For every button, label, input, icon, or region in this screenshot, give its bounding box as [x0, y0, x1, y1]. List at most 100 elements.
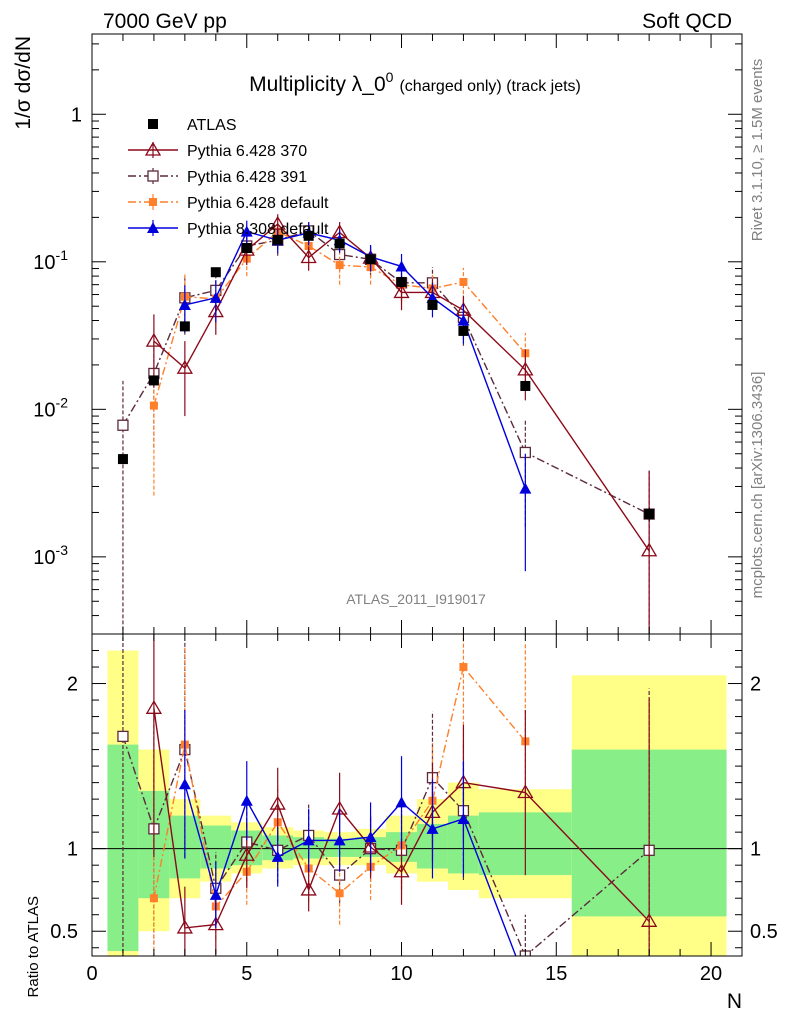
legend-item-pydef: Pythia 6.428 default — [128, 194, 329, 212]
legend-marker-pydef — [149, 198, 157, 206]
x-tick-label: 20 — [700, 963, 722, 985]
top-atlas-point — [644, 509, 655, 520]
top-atlas-point — [210, 267, 221, 278]
top-atlas-point — [427, 299, 438, 310]
ratio-py391-point — [117, 730, 129, 743]
legend-label-pydef: Pythia 6.428 default — [187, 195, 329, 212]
ratio-py370-point — [517, 784, 534, 799]
bottom-frame — [91, 633, 743, 957]
ratio-pydef-point — [149, 894, 158, 903]
top-atlas-point — [179, 321, 190, 332]
top-pydef-point — [149, 401, 158, 410]
legend-marker-py370 — [144, 141, 162, 156]
top-atlas-point — [334, 238, 345, 249]
ratio-py8-series — [178, 709, 531, 986]
header-right-label: Soft QCD — [642, 10, 732, 33]
top-py370-point — [517, 361, 534, 376]
ratio-pydef-point — [459, 663, 468, 672]
rivet-version-label: Rivet 3.1.10, ≥ 1.5M events — [749, 59, 766, 242]
top-py391-line — [122, 230, 650, 515]
x-tick-label: 5 — [241, 963, 252, 985]
legend: ATLAS Pythia 6.428 370 Pythia 6.428 391 Pyt… — [128, 117, 329, 238]
ratio-py370-point — [238, 846, 255, 861]
legend-item-py370: Pythia 6.428 370 — [128, 141, 307, 160]
top-py391-point — [117, 419, 129, 431]
ratio-py370-point — [145, 700, 163, 714]
bottom-panel: 0.5 0.51 12 20 5 10 15 20 — [50, 633, 778, 986]
bottom-ylabel: Ratio to ATLAS — [25, 896, 42, 997]
analysis-watermark: ATLAS_2011_I919017 — [346, 591, 486, 607]
top-atlas-point — [148, 375, 159, 386]
top-atlas-point — [365, 254, 376, 265]
top-py370-point — [641, 542, 658, 557]
top-py391-series — [117, 220, 655, 634]
ratio-py8-point — [209, 888, 222, 900]
bottom-y-tick-label-right: 0.5 — [750, 921, 778, 943]
legend-label-py370: Pythia 6.428 370 — [187, 143, 307, 160]
x-tick-label: 10 — [390, 963, 412, 985]
x-tick-label: 15 — [545, 963, 567, 985]
bottom-y-tick-label: 2 — [67, 674, 78, 696]
ratio-py370-point — [393, 863, 410, 878]
ratio-py8-point — [333, 834, 346, 846]
mcplots-label: mcplots.cern.ch [arXiv:1306.3436] — [749, 372, 766, 599]
bottom-y-tick-label: 0.5 — [50, 921, 78, 943]
top-py8-point — [457, 314, 470, 326]
top-py8-series — [178, 220, 532, 572]
top-y-tick-label: 10-1 — [33, 247, 68, 274]
ratio-py8-point — [178, 778, 191, 790]
top-py8-point — [178, 298, 191, 310]
chart-title-suffix: (charged only) (track jets) — [399, 78, 580, 95]
ratio-py391-line — [122, 736, 650, 956]
ratio-py8-point — [519, 975, 531, 986]
top-atlas-point — [117, 454, 128, 465]
legend-item-atlas: ATLAS — [148, 117, 237, 134]
chart-title: Multiplicity λ_00 (charged only) (track j… — [249, 69, 581, 96]
x-tick-label: 0 — [86, 963, 97, 985]
x-axis-label: N — [727, 990, 742, 1013]
ratio-py8-point — [240, 794, 253, 806]
legend-label-atlas: ATLAS — [187, 117, 237, 134]
top-pydef-point — [335, 261, 344, 270]
bottom-y-tick-label: 1 — [67, 839, 78, 861]
ratio-pydef-line — [153, 665, 526, 909]
top-py370-point — [269, 215, 286, 230]
top-atlas-point — [396, 276, 407, 287]
top-py370-point — [145, 332, 163, 347]
ratio-py8-point — [426, 822, 439, 834]
ratio-py370-point — [207, 916, 224, 931]
legend-item-py8: Pythia 8.308 default — [128, 220, 329, 238]
legend-marker-py8 — [147, 222, 159, 233]
top-panel: 10-3 10-2 10-1 1 — [33, 33, 743, 635]
top-y-tick-label: 10-3 — [33, 542, 68, 569]
top-py8-point — [395, 260, 408, 272]
top-py8-point — [209, 291, 222, 303]
legend-marker-py391 — [147, 170, 159, 182]
chart-title-sup: 0 — [386, 69, 394, 85]
ratio-py8-point — [302, 834, 315, 846]
ratio-py370-point — [269, 795, 286, 810]
top-atlas-point — [272, 234, 283, 245]
ratio-py8-point — [271, 850, 284, 862]
legend-label-py391: Pythia 6.428 391 — [187, 169, 307, 186]
top-atlas-point — [303, 230, 314, 241]
bottom-y-tick-label-right: 1 — [750, 839, 761, 861]
top-y-tick-label: 10-2 — [33, 394, 68, 421]
chart-title-main: Multiplicity λ_0 — [249, 73, 386, 96]
legend-marker-atlas — [148, 119, 158, 129]
ratio-py370-point — [641, 913, 658, 927]
top-y-tick-label: 1 — [71, 104, 82, 126]
top-atlas-point — [241, 243, 252, 254]
header-left-label: 7000 GeV pp — [103, 10, 227, 33]
top-py370-point — [176, 359, 193, 374]
top-atlas-point — [520, 380, 531, 391]
top-atlas-point — [458, 325, 469, 336]
top-pydef-point — [459, 277, 468, 286]
top-py8-point — [240, 225, 253, 237]
top-py370-point — [300, 249, 317, 264]
top-pydef-series — [149, 220, 530, 496]
ratio-py8-point — [364, 831, 377, 843]
bottom-y-tick-label-right: 2 — [750, 674, 761, 696]
ratio-py8-point — [457, 812, 470, 824]
